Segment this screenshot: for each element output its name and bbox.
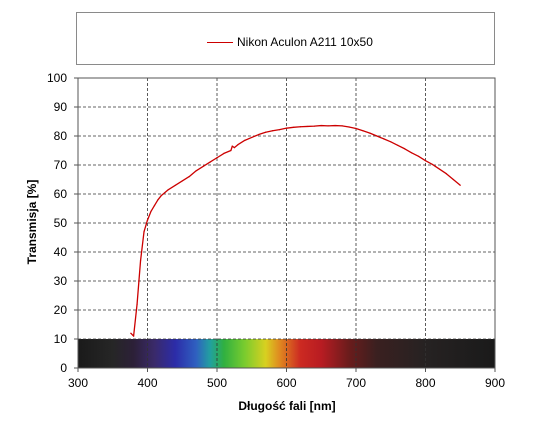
x-tick-label: 400 [137,376,157,390]
data-point [265,131,267,133]
y-tick-label: 70 [54,158,68,172]
data-point [146,219,149,221]
data-point [404,148,406,150]
y-tick-label: 80 [54,129,68,143]
data-point [452,178,454,181]
data-point [157,199,159,201]
data-point [223,152,225,154]
data-point [216,157,218,159]
data-point [292,126,295,128]
y-tick-label: 30 [54,274,68,288]
x-tick-label: 900 [485,376,505,390]
data-point [188,176,190,178]
x-tick-label: 700 [346,376,366,390]
data-point [244,139,246,141]
data-point [143,231,145,233]
data-point [306,125,308,128]
legend-entry: Nikon Aculon A211 10x50 [207,35,373,49]
data-point [397,144,399,146]
data-point [320,124,322,127]
x-tick-label: 500 [207,376,227,390]
data-point [237,144,239,146]
data-point [150,210,152,212]
data-point [431,163,434,166]
data-point [411,152,413,154]
y-tick-label: 50 [54,216,68,230]
data-point [139,260,142,262]
data-point [299,126,301,128]
series-line [130,124,461,337]
x-tick-label: 600 [276,376,296,390]
data-point [130,332,132,334]
x-axis-label: Długość fali [nm] [238,399,335,413]
y-tick-label: 10 [54,332,68,346]
legend-label: Nikon Aculon A211 10x50 [237,35,373,49]
legend-swatch [207,41,233,43]
data-point [369,132,371,134]
y-tick-label: 20 [54,303,68,317]
data-point [174,184,176,186]
y-tick-label: 0 [60,361,67,375]
y-tick-label: 40 [54,245,68,259]
y-tick-label: 90 [54,100,68,114]
data-point [233,147,235,149]
data-point [258,133,260,136]
data-point [313,125,315,127]
y-tick-label: 60 [54,187,68,201]
data-point [278,129,281,131]
data-point [438,168,440,170]
data-point [362,130,364,132]
legend: Nikon Aculon A211 10x50 [76,12,495,65]
data-point [136,303,138,305]
data-point [459,184,461,186]
data-point [390,141,392,143]
data-point [202,165,204,168]
data-point [272,130,274,132]
y-axis-label: Transmisja [%] [25,180,39,265]
data-point [348,126,350,128]
data-point [181,180,183,182]
data-point [153,205,156,207]
data-point [133,335,135,337]
data-point [341,125,343,127]
data-point [167,189,169,191]
data-point [334,124,336,127]
data-point [383,138,385,140]
data-point [230,149,232,152]
y-tick-label: 100 [47,71,67,85]
data-point [251,136,253,139]
x-tick-label: 800 [415,376,435,390]
data-point [160,194,162,197]
data-point [231,145,233,147]
data-point [209,161,211,163]
data-point [376,135,378,137]
data-point [327,125,329,127]
data-point [445,173,447,175]
data-point [355,127,357,130]
data-point [195,170,197,172]
data-point [285,127,288,129]
data-point [424,160,427,162]
x-tick-label: 300 [68,376,88,390]
data-point [417,155,420,157]
